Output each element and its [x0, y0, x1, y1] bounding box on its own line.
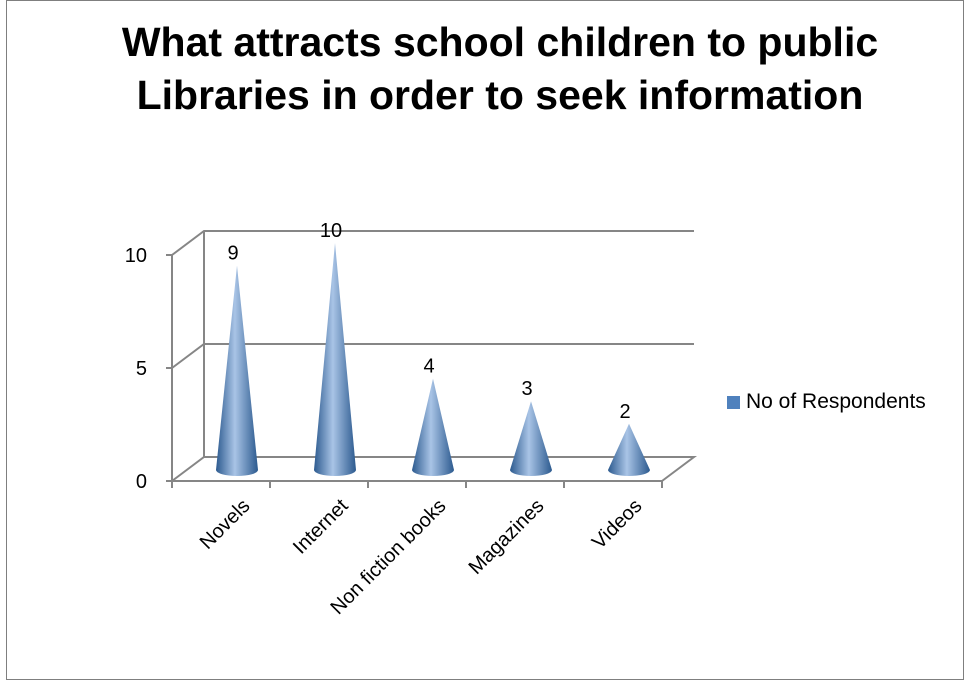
bar-cone [314, 243, 356, 476]
legend-swatch [727, 395, 740, 409]
data-label: 4 [423, 356, 434, 378]
y-tick-label: 5 [136, 358, 147, 380]
data-label: 10 [320, 220, 342, 242]
chart-frame [6, 0, 964, 680]
data-label: 2 [619, 401, 630, 423]
legend: No of Respondents [727, 390, 926, 414]
x-tick-label: Internet [289, 495, 353, 559]
chart-title: What attracts school children to public … [121, 19, 879, 118]
data-label: 9 [227, 243, 238, 265]
bar-cone [412, 378, 454, 476]
y-tick-label: 0 [136, 471, 147, 493]
bar-cone [608, 423, 650, 476]
legend-label: No of Respondents [746, 390, 926, 413]
gridline [171, 230, 694, 256]
data-label: 3 [521, 378, 532, 400]
x-tick-label: Novels [196, 495, 255, 554]
x-tick-label: Videos [588, 495, 647, 554]
y-tick-label: 10 [125, 245, 147, 267]
bar-cone [216, 265, 258, 476]
bar-cone [510, 401, 552, 476]
x-tick-label: Magazines [465, 495, 549, 579]
